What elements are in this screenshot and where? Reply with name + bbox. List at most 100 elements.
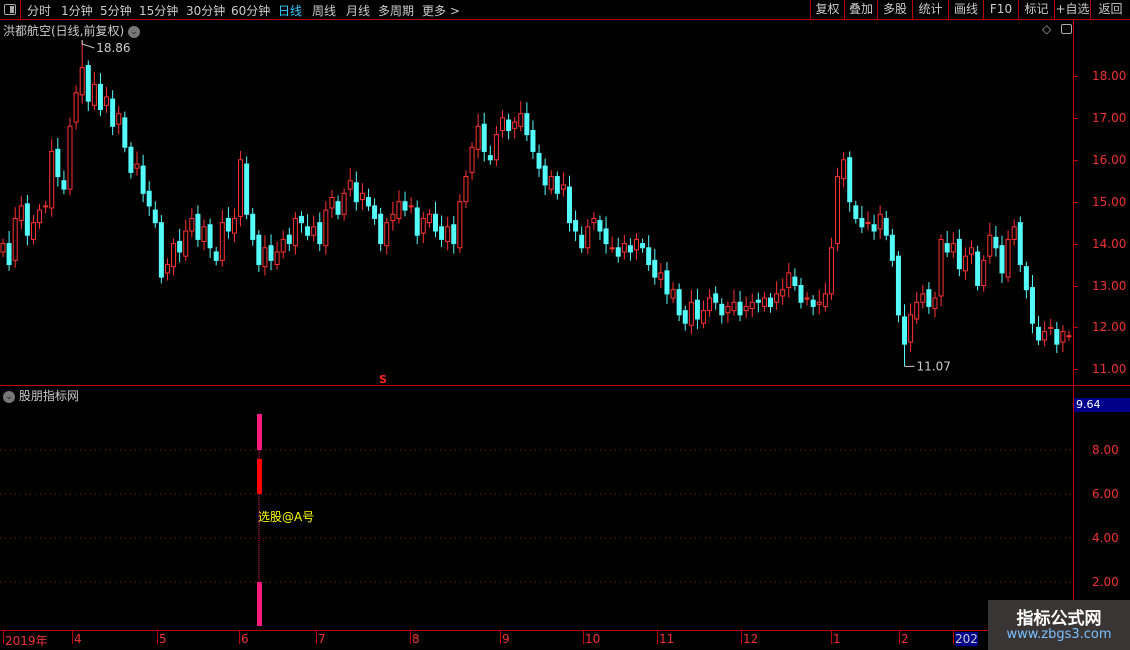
toolbar-button[interactable]: 画线 [948, 0, 983, 20]
candle-body [585, 226, 591, 249]
toolbar-button[interactable]: 标记 [1018, 0, 1054, 20]
period-tab[interactable]: 5分钟 [100, 4, 132, 18]
indicator-title[interactable]: ⌄ 股朋指标网 [3, 387, 79, 404]
period-tab[interactable]: 30分钟 [186, 4, 226, 18]
candle-body [189, 217, 195, 232]
candle-body [780, 289, 786, 297]
price-tick-label: 12.00 [1092, 320, 1127, 335]
toolbar-button[interactable]: +自选 [1054, 0, 1090, 20]
candle-body [895, 255, 901, 316]
time-axis-label: 8 [412, 632, 420, 646]
time-axis-label: 11 [659, 632, 675, 646]
time-tick [3, 630, 4, 644]
candle-body [524, 113, 530, 136]
watermark-title: 指标公式网 [1016, 609, 1102, 629]
candle-body [554, 176, 560, 194]
candle-body [67, 125, 73, 190]
period-tab[interactable]: 多周期 [378, 4, 415, 18]
candle-body [250, 213, 256, 240]
time-tick [72, 630, 73, 644]
candle-body [956, 238, 962, 270]
candle-body [30, 222, 36, 240]
toolbar-button[interactable]: F10 [983, 0, 1018, 20]
price-tick [1073, 76, 1078, 77]
candle-body [567, 186, 573, 224]
candle-body [329, 197, 335, 209]
candle-body [1036, 326, 1042, 341]
chevron-down-icon[interactable]: ⌄ [3, 390, 15, 403]
candle-body [707, 297, 713, 312]
candle-body [140, 165, 146, 194]
period-tab[interactable]: 更多 > [422, 4, 460, 18]
chart-title[interactable]: 洪都航空(日线,前复权) ⌄ [3, 22, 141, 39]
candle-body [542, 165, 548, 186]
time-axis-label: 9 [502, 632, 510, 646]
candle-body [256, 234, 262, 266]
period-tab[interactable]: 月线 [346, 4, 371, 18]
indicator-tick-label: 8.00 [1092, 443, 1119, 457]
candle-body [506, 119, 512, 131]
candlestick-chart[interactable]: 18.86 11.07 S [0, 0, 1073, 630]
toolbar-button[interactable]: 叠加 [844, 0, 877, 20]
candle-body [902, 316, 908, 345]
period-tab[interactable]: 周线 [312, 4, 337, 18]
candle-body [396, 201, 402, 219]
candle-body [493, 134, 499, 161]
candle-body [414, 207, 420, 236]
toolbar-button[interactable]: 复权 [810, 0, 844, 20]
candle-body [1011, 226, 1017, 240]
candle-body [597, 220, 603, 232]
max-pointer [81, 39, 95, 49]
chevron-down-icon[interactable]: ⌄ [128, 25, 141, 38]
watermark: 指标公式网 www.zbgs3.com [988, 600, 1130, 650]
price-tick [1073, 117, 1078, 119]
toolbar-button[interactable]: 统计 [912, 0, 948, 20]
price-tick-label: 15.00 [1092, 194, 1127, 209]
signal-label: 选股@A号 [258, 510, 315, 524]
candle-body [950, 243, 956, 253]
candle-body [682, 310, 688, 324]
candle-body [841, 159, 847, 180]
candle-body [828, 247, 834, 295]
candle-body [24, 203, 30, 236]
time-axis [0, 630, 1073, 631]
candle-body [91, 83, 97, 106]
time-tick [657, 630, 658, 644]
period-tab[interactable]: 1分钟 [61, 4, 93, 18]
period-tab[interactable]: 分时 [27, 4, 52, 18]
sidebar-toggle-button[interactable] [0, 0, 21, 20]
time-tick [831, 630, 832, 644]
candle-body [1066, 335, 1072, 338]
candle-body [792, 276, 798, 286]
candle-body [926, 289, 932, 307]
price-tick-label: 11.00 [1092, 362, 1127, 377]
toolbar-button[interactable]: 多股 [877, 0, 912, 20]
time-tick [500, 630, 501, 644]
indicator-tick-label: 6.00 [1092, 487, 1119, 501]
candle-body [457, 201, 463, 249]
candle-body [609, 247, 615, 250]
candle-body [1029, 287, 1035, 324]
candle-body [877, 213, 883, 230]
candle-body [274, 251, 280, 266]
candle-body [512, 121, 518, 129]
time-tick [316, 630, 317, 644]
period-tab[interactable]: 60分钟 [231, 4, 271, 18]
candle-body [634, 238, 640, 251]
panel-icon[interactable] [1061, 24, 1072, 34]
price-tick [1073, 369, 1078, 371]
candle-body [652, 259, 658, 278]
candle-body [359, 192, 365, 201]
period-tab[interactable]: 15分钟 [139, 4, 179, 18]
candle-body [384, 222, 390, 247]
time-axis-label: 7 [318, 632, 326, 646]
period-toolbar: 分时 1分钟 5分钟 15分钟 30分钟 60分钟 日线 周线 月线 多周期 更多 > 复权 叠加 多股… [0, 0, 1130, 20]
candle-body [280, 238, 286, 253]
panel-divider[interactable] [0, 385, 1130, 386]
toolbar-button[interactable]: 返回 [1090, 0, 1130, 20]
diamond-icon[interactable]: ◇ [1042, 22, 1052, 36]
period-tab[interactable]: 日线 [278, 4, 303, 18]
candle-body [987, 234, 993, 257]
candle-body [18, 205, 24, 222]
candle-body [177, 241, 183, 253]
